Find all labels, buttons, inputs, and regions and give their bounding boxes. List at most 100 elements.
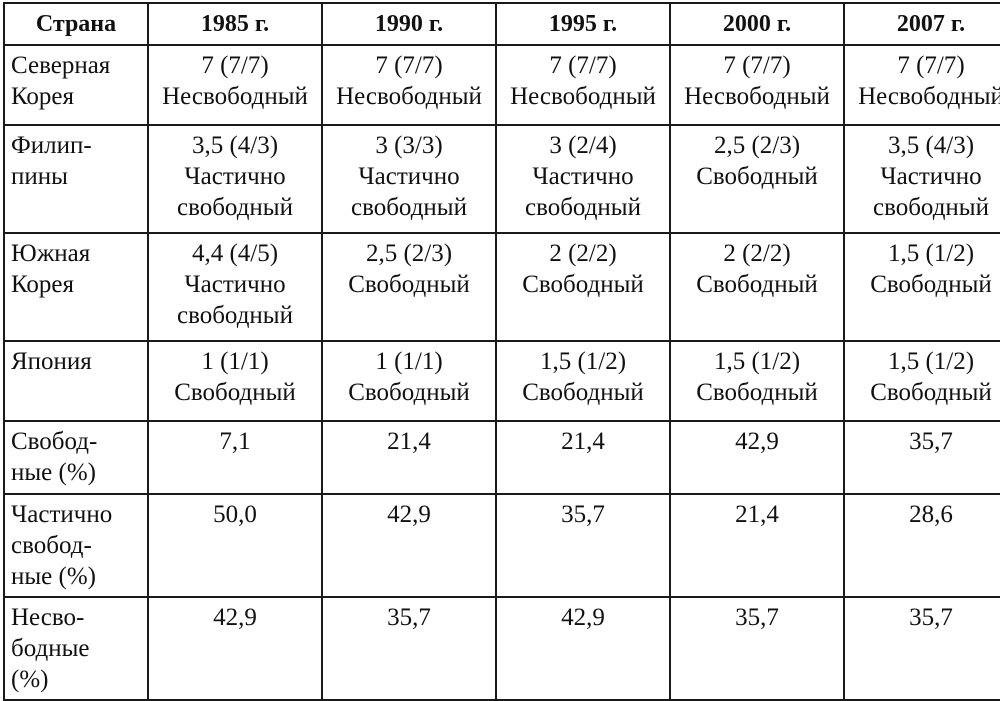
percent-value: 21,4	[561, 428, 605, 455]
table-cell: 1,5 (1/2) Свободный	[843, 340, 1000, 422]
rating-status: Несвободный	[510, 83, 656, 110]
row-label-line: Частично	[11, 501, 113, 528]
row-label-line: Свобод-	[11, 428, 98, 455]
table-cell: 35,7	[321, 596, 497, 701]
table-cell: 21,4	[669, 493, 845, 598]
row-label: Северная Корея	[3, 44, 149, 126]
rating-status: Частично	[532, 163, 634, 190]
header-year-1985: 1985 г.	[147, 2, 323, 46]
rating-score: 1,5 (1/2)	[887, 240, 975, 267]
table-row-partly-free-percent: Частично свобод- ные (%) 50,0 42,9 35,7 …	[3, 493, 1000, 598]
table-cell: 2 (2/2) Свободный	[495, 232, 671, 342]
percent-value: 35,7	[735, 604, 779, 631]
table-cell: 2,5 (2/3) Свободный	[321, 232, 497, 342]
rating-status: свободный	[872, 194, 989, 221]
percent-value: 28,6	[909, 501, 953, 528]
table-cell: 35,7	[495, 493, 671, 598]
row-label-line: свобод-	[11, 532, 92, 559]
freedom-ratings-table: Страна 1985 г. 1990 г. 1995 г. 2000 г. 2…	[3, 2, 1000, 701]
table-cell: 1 (1/1) Свободный	[321, 340, 497, 422]
row-label-line: Филип-	[11, 132, 92, 159]
rating-score: 1,5 (1/2)	[713, 348, 801, 375]
rating-score: 1,5 (1/2)	[539, 348, 627, 375]
table-row-north-korea: Северная Корея 7 (7/7) Несвободный 7 (7/…	[3, 44, 1000, 126]
table-cell: 21,4	[495, 420, 671, 495]
table-cell: 35,7	[669, 596, 845, 701]
percent-value: 7,1	[219, 428, 251, 455]
percent-value: 35,7	[561, 501, 605, 528]
table-cell: 50,0	[147, 493, 323, 598]
rating-score: 4,4 (4/5)	[191, 240, 279, 267]
table-cell: 4,4 (4/5) Частично свободный	[147, 232, 323, 342]
rating-score: 3,5 (4/3)	[887, 132, 975, 159]
header-year-1990: 1990 г.	[321, 2, 497, 46]
table-cell: 42,9	[147, 596, 323, 701]
rating-status: Несвободный	[684, 83, 830, 110]
table-row-philippines: Филип- пины 3,5 (4/3) Частично свободный…	[3, 124, 1000, 234]
row-label-line: Несво-	[11, 604, 85, 631]
header-row: Страна 1985 г. 1990 г. 1995 г. 2000 г. 2…	[3, 2, 1000, 46]
rating-status: Частично	[184, 271, 286, 298]
table-cell: 35,7	[843, 596, 1000, 701]
rating-score: 7 (7/7)	[201, 52, 269, 79]
rating-status: Свободный	[348, 379, 470, 406]
rating-status: Несвободный	[336, 83, 482, 110]
table-row-not-free-percent: Несво- бодные (%) 42,9 35,7 42,9 35,7 35…	[3, 596, 1000, 701]
percent-value: 42,9	[387, 501, 431, 528]
rating-score: 3 (2/4)	[549, 132, 617, 159]
header-year-2000: 2000 г.	[669, 2, 845, 46]
header-year-1995: 1995 г.	[495, 2, 671, 46]
row-label-line: Корея	[11, 83, 75, 110]
percent-value: 42,9	[561, 604, 605, 631]
table-cell: 2,5 (2/3) Свободный	[669, 124, 845, 234]
rating-score: 1,5 (1/2)	[887, 348, 975, 375]
rating-score: 2 (2/2)	[549, 240, 617, 267]
rating-status: Свободный	[870, 271, 992, 298]
rating-status: Свободный	[696, 163, 818, 190]
table-cell: 3,5 (4/3) Частично свободный	[843, 124, 1000, 234]
percent-value: 35,7	[909, 604, 953, 631]
rating-status: свободный	[350, 194, 467, 221]
rating-score: 2 (2/2)	[723, 240, 791, 267]
row-label: Несво- бодные (%)	[3, 596, 149, 701]
table-row-japan: Япония 1 (1/1) Свободный 1 (1/1) Свободн…	[3, 340, 1000, 422]
percent-value: 42,9	[213, 604, 257, 631]
rating-score: 2,5 (2/3)	[365, 240, 453, 267]
row-label-line: Япония	[11, 348, 92, 375]
table-cell: 1 (1/1) Свободный	[147, 340, 323, 422]
table-cell: 42,9	[321, 493, 497, 598]
table-cell: 3 (2/4) Частично свободный	[495, 124, 671, 234]
percent-value: 21,4	[387, 428, 431, 455]
rating-score: 3,5 (4/3)	[191, 132, 279, 159]
header-year-2007: 2007 г.	[843, 2, 1000, 46]
table-cell: 42,9	[669, 420, 845, 495]
table-cell: 3 (3/3) Частично свободный	[321, 124, 497, 234]
rating-status: Свободный	[348, 271, 470, 298]
row-label-line: Северная	[11, 52, 111, 79]
percent-value: 42,9	[735, 428, 779, 455]
row-label: Свобод- ные (%)	[3, 420, 149, 495]
rating-score: 2,5 (2/3)	[713, 132, 801, 159]
table-cell: 1,5 (1/2) Свободный	[669, 340, 845, 422]
header-country: Страна	[3, 2, 149, 46]
row-label: Частично свобод- ные (%)	[3, 493, 149, 598]
table-cell: 7 (7/7) Несвободный	[321, 44, 497, 126]
rating-score: 1 (1/1)	[375, 348, 443, 375]
percent-value: 21,4	[735, 501, 779, 528]
row-label: Япония	[3, 340, 149, 422]
rating-score: 7 (7/7)	[723, 52, 791, 79]
row-label-line: бодные	[11, 635, 90, 662]
rating-status: Свободный	[522, 271, 644, 298]
row-label: Южная Корея	[3, 232, 149, 342]
row-label-line: ные (%)	[11, 459, 96, 486]
percent-value: 35,7	[909, 428, 953, 455]
table-cell: 2 (2/2) Свободный	[669, 232, 845, 342]
rating-status: свободный	[524, 194, 641, 221]
rating-score: 7 (7/7)	[897, 52, 965, 79]
rating-status: свободный	[176, 302, 293, 329]
rating-status: Несвободный	[162, 83, 308, 110]
rating-status: Частично	[358, 163, 460, 190]
table-cell: 35,7	[843, 420, 1000, 495]
table-cell: 7 (7/7) Несвободный	[495, 44, 671, 126]
table-cell: 3,5 (4/3) Частично свободный	[147, 124, 323, 234]
